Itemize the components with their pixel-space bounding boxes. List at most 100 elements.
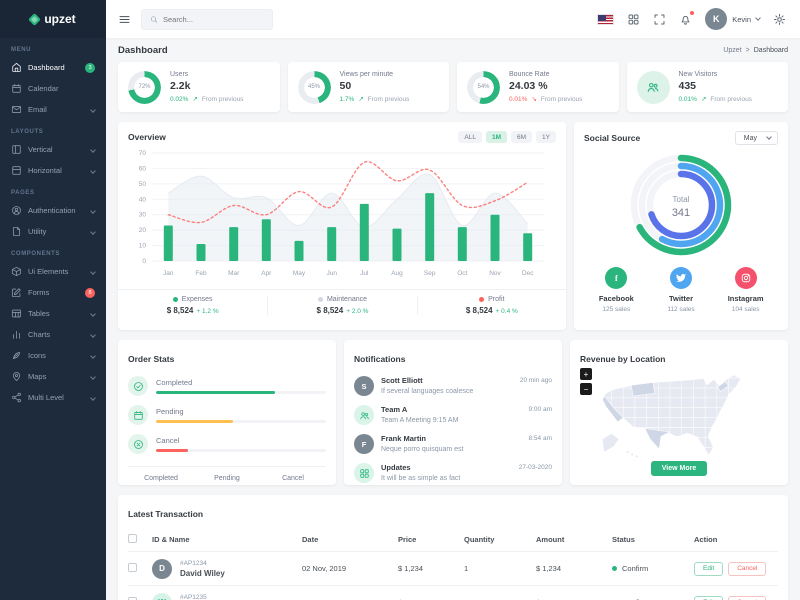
search-input[interactable] [162, 14, 264, 24]
legend-value: $ 8,524 + 2.0 % [316, 306, 369, 315]
sidebar-item-icons[interactable]: Icons [0, 345, 106, 366]
sidebar-item-label: Ui Elements [28, 267, 69, 276]
map-zoom-controls: + − [580, 368, 592, 395]
notification-item: Team A Team A Meeting 9:15 AM 9:00 am [354, 405, 552, 425]
sidebar-item-authentication[interactable]: Authentication [0, 200, 106, 221]
period-select[interactable]: May [734, 131, 778, 145]
sidebar-item-utility[interactable]: Utility [0, 221, 106, 242]
edit-button[interactable]: Edit [694, 561, 724, 576]
sidebar-item-charts[interactable]: Charts [0, 324, 106, 345]
cancel-button[interactable]: Cancel [728, 595, 767, 600]
sidebar-item-email[interactable]: Email [0, 99, 106, 120]
sidebar-item-calendar[interactable]: Calendar [0, 78, 106, 99]
notification-text: If several languages coalesce [381, 387, 474, 395]
chevron-down-icon [766, 134, 772, 140]
stat-delta: 0.01% [678, 95, 697, 103]
hamburger-menu-icon[interactable] [118, 13, 131, 26]
svg-text:Dec: Dec [522, 270, 534, 277]
svg-text:10: 10 [139, 243, 147, 250]
order-stats-panel: Order Stats Completed Pending Cancel Com… [118, 340, 336, 485]
sidebar-item-dashboard[interactable]: Dashboard 3 [0, 57, 106, 78]
avatar: D [152, 558, 172, 579]
cancel-button[interactable]: Cancel [728, 561, 767, 576]
notification-time: 27-03-2020 [518, 464, 552, 471]
sidebar-item-multi-level[interactable]: Multi Level [0, 387, 106, 408]
notifications-panel: Notifications S Scott Elliott If several… [344, 340, 562, 485]
revenue-title: Revenue by Location [580, 354, 666, 364]
order-summary-cancel: Cancel19 [260, 475, 326, 485]
cell-status: Confirm [612, 564, 694, 573]
cell-price: $ 822 [398, 598, 464, 600]
column-header-action: Action [694, 535, 718, 544]
map-zoom-out-button[interactable]: − [580, 383, 592, 395]
cell-action: Edit Cancel [694, 595, 778, 600]
period-value: May [743, 134, 757, 142]
trend-arrow-icon: ↗ [700, 96, 707, 103]
sidebar-item-vertical[interactable]: Vertical [0, 139, 106, 160]
charts-row: Overview ALL 1M 6M 1Y 0 10 20 30 40 50 60 70 Jan Feb… [118, 122, 788, 330]
cell-price: $ 1,234 [398, 564, 424, 573]
range-button-all[interactable]: ALL [458, 131, 482, 143]
notifications-bell[interactable] [679, 10, 695, 26]
twitter-icon[interactable] [669, 267, 692, 289]
icons-icon [11, 350, 22, 361]
sidebar-item-forms[interactable]: Forms 8 [0, 282, 106, 303]
order-stat-body: Cancel [156, 436, 326, 452]
chevron-down-icon [90, 352, 96, 359]
cell-status: Confirm [612, 598, 694, 600]
chevron-down-icon [90, 106, 96, 113]
stat-value: 435 [678, 80, 697, 92]
fullscreen-icon[interactable] [653, 13, 666, 26]
user-menu[interactable]: K Kevin [705, 8, 761, 30]
progress-ring: 72% [128, 71, 161, 104]
column-header-status: Status [612, 535, 635, 544]
sidebar-item-ui-elements[interactable]: Ui Elements [0, 261, 106, 282]
settings-gear-icon[interactable] [773, 13, 786, 26]
instagram-icon[interactable] [734, 267, 757, 289]
legend-dot-icon [317, 297, 323, 302]
brand-logo[interactable]: upzet [0, 0, 106, 38]
horizontal-icon [11, 165, 22, 176]
stat-card-new-visitors: New Visitors 435 0.01% ↗ From previous [626, 62, 788, 112]
platform-name: Twitter [668, 294, 693, 303]
notification-time: 20 min ago [519, 377, 552, 384]
range-button-6m[interactable]: 6M [511, 131, 533, 143]
select-all-checkbox[interactable] [128, 534, 137, 543]
sidebar-item-horizontal[interactable]: Horizontal [0, 160, 106, 181]
range-button-1y[interactable]: 1Y [536, 131, 556, 143]
charts-icon [11, 329, 22, 340]
svg-text:Mar: Mar [228, 270, 240, 277]
avatar: F [354, 434, 374, 454]
range-button-1m[interactable]: 1M [485, 131, 508, 143]
chevron-down-icon [90, 394, 96, 401]
svg-text:May: May [293, 270, 306, 277]
chevron-down-icon [90, 207, 96, 214]
column-header-amount: Amount [536, 535, 565, 544]
sidebar-item-label: Tables [28, 309, 50, 318]
notification-body: Team A Team A Meeting 9:15 AM [381, 405, 458, 424]
check-circle-icon [128, 376, 148, 396]
sidebar-item-maps[interactable]: Maps [0, 366, 106, 387]
notifications-title: Notifications [354, 354, 406, 364]
breadcrumb-root[interactable]: Upzet [723, 46, 742, 54]
sidebar-item-tables[interactable]: Tables [0, 303, 106, 324]
row-checkbox[interactable] [128, 597, 137, 600]
svg-text:Feb: Feb [195, 270, 207, 277]
language-flag-icon[interactable] [597, 13, 615, 25]
sidebar-item-label: Authentication [28, 206, 76, 215]
facebook-icon[interactable]: f [605, 267, 628, 289]
edit-button[interactable]: Edit [694, 595, 724, 600]
row-checkbox[interactable] [128, 563, 137, 572]
order-summary-completed: Completed70 [128, 475, 194, 485]
legend-item-expenses: Expenses $ 8,524 + 1.2 % [118, 296, 267, 315]
view-more-button[interactable]: View More [650, 461, 708, 476]
map-zoom-in-button[interactable]: + [580, 368, 592, 380]
sidebar-section-menu: MENU [11, 47, 32, 53]
stat-cards-row: 72% Users 2.2k 0.02% ↗ From previous 45%… [118, 62, 788, 112]
stat-meta: 0.01% ↘ From previous [509, 95, 582, 104]
notification-text: Team A Meeting 9:15 AM [381, 416, 459, 424]
notification-item: F Frank Martin Neque porro quisquam est … [354, 434, 552, 454]
apps-grid-icon[interactable] [627, 13, 640, 26]
column-header-quantity: Quantity [464, 535, 495, 544]
multi-icon [11, 392, 22, 403]
